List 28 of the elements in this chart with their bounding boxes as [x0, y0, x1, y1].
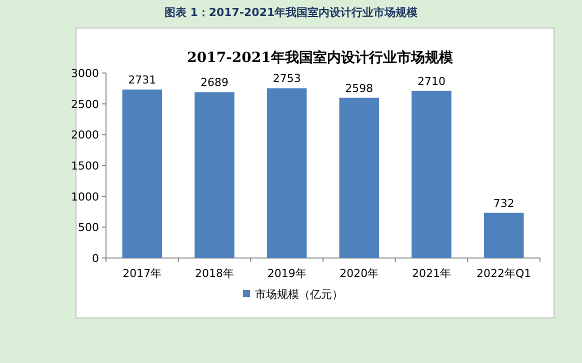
x-tick-label: 2020年: [340, 267, 379, 280]
y-tick-label: 2500: [71, 98, 99, 111]
y-tick-label: 3000: [71, 67, 99, 80]
legend-label: 市场规模（亿元）: [255, 288, 343, 301]
text: 图表 1：2017-2021年我国室内设计行业市场规模: [164, 6, 419, 19]
y-tick-label: 0: [92, 252, 99, 265]
data-label: 2710: [418, 74, 446, 88]
x-tick-label: 2017年: [122, 267, 162, 280]
bar: [122, 90, 162, 258]
bar: [484, 212, 524, 258]
y-tick-label: 500: [78, 221, 99, 234]
y-tick-label: 1000: [71, 190, 99, 204]
data-label: 732: [493, 196, 514, 210]
bar: [194, 92, 234, 258]
y-tick-label: 2000: [71, 128, 99, 142]
data-label: 2689: [200, 76, 228, 90]
data-label: 2731: [128, 74, 156, 87]
x-tick-label: 2021年: [412, 267, 451, 280]
bar: [412, 90, 452, 258]
x-tick-label: 2019年: [267, 267, 306, 280]
y-tick-label: 1500: [71, 160, 99, 172]
x-tick-label: 2022年Q1: [476, 267, 532, 280]
x-tick-label: 2018年: [195, 267, 234, 280]
data-label: 2598: [345, 82, 374, 95]
data-label: 2753: [272, 72, 301, 86]
bar: [266, 88, 307, 258]
bar: [339, 98, 380, 258]
chart-title: 2017-2021年我国室内设计行业市场规模: [187, 49, 454, 66]
